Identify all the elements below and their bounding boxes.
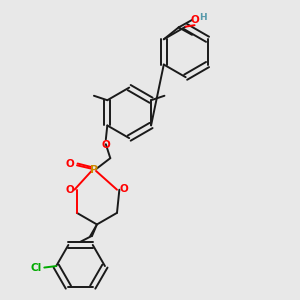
- Text: O: O: [65, 158, 74, 169]
- Text: O: O: [66, 185, 74, 195]
- Text: Cl: Cl: [31, 262, 42, 273]
- Text: H: H: [199, 13, 206, 22]
- Polygon shape: [90, 224, 97, 236]
- Text: O: O: [190, 15, 199, 25]
- Text: O: O: [101, 140, 110, 150]
- Text: O: O: [119, 184, 128, 194]
- Text: P: P: [90, 165, 98, 175]
